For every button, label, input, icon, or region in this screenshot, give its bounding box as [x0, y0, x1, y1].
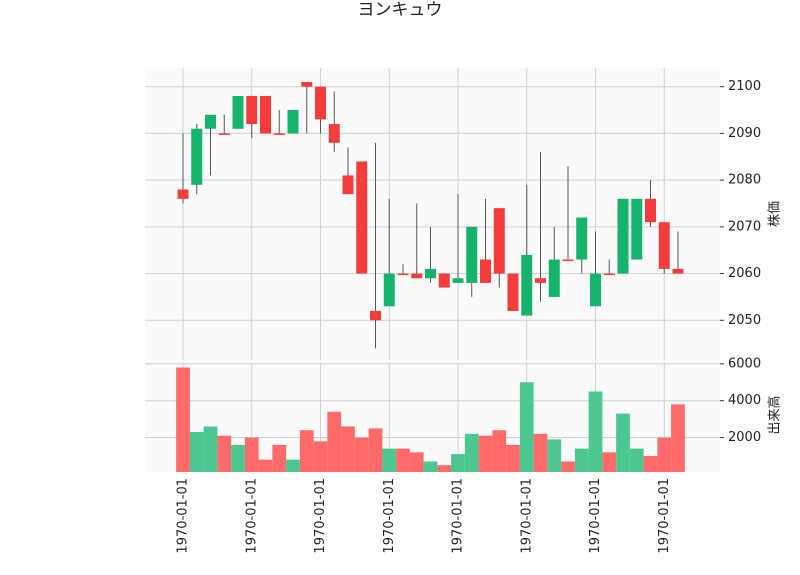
candle-body	[562, 259, 574, 262]
candle-body	[631, 198, 643, 260]
volume-bar	[629, 448, 644, 472]
candle-body	[535, 278, 546, 283]
candle-body	[548, 259, 560, 297]
candle-body	[425, 268, 436, 279]
y2-tick-label: 4000	[728, 393, 761, 408]
candle-body	[590, 273, 601, 307]
volume-bar	[272, 444, 287, 472]
y-tick-label: 2090	[728, 126, 761, 141]
volume-bar	[423, 461, 438, 472]
volume-bar	[313, 441, 328, 472]
candle-body	[645, 198, 656, 223]
volume-bar	[354, 437, 369, 472]
volume-bar	[451, 454, 465, 472]
candle-body	[260, 96, 271, 134]
candle-body	[507, 273, 519, 311]
volume-bar	[437, 465, 452, 472]
x-tick-label: 1970-01-01	[657, 478, 672, 554]
volume-bar	[561, 461, 575, 472]
y-tick-label: 2070	[728, 219, 761, 234]
volume-bar	[574, 448, 589, 472]
candle-body	[232, 96, 244, 129]
candle-body	[315, 86, 326, 120]
candle-body	[521, 254, 533, 316]
volume-bar	[657, 437, 672, 472]
volume-bar	[396, 448, 410, 472]
y-tick-label: 2080	[728, 173, 761, 188]
y2-tick-label: 6000	[728, 356, 761, 371]
candle-body	[356, 161, 368, 274]
volume-bar	[671, 404, 685, 472]
y2-axis-label: 出来高	[767, 395, 783, 434]
volume-bar	[602, 452, 617, 472]
volume-bar	[368, 428, 383, 472]
volume-bar	[506, 444, 520, 472]
volume-bar	[382, 448, 397, 472]
candle-body	[493, 208, 505, 274]
volume-bar	[299, 430, 314, 472]
volume-bar	[231, 444, 245, 472]
candle-body	[177, 189, 189, 199]
candle-body	[603, 273, 615, 276]
volume-bar	[217, 435, 232, 472]
volume-bar	[244, 437, 259, 472]
volume-bar	[258, 459, 273, 472]
candle-body	[287, 110, 299, 134]
candle-body	[383, 273, 395, 307]
candle-body	[617, 198, 629, 274]
volume-bar	[464, 433, 479, 472]
candle-body	[328, 124, 340, 143]
volume-bar	[643, 455, 658, 472]
x-tick-label: 1970-01-01	[176, 478, 191, 554]
x-tick-label: 1970-01-01	[244, 478, 259, 554]
volume-bar	[203, 426, 218, 472]
volume-bar	[616, 413, 630, 472]
candle-body	[452, 278, 464, 283]
candle-body	[480, 259, 491, 283]
candle-body	[397, 273, 409, 276]
candle-body	[370, 310, 381, 321]
candle-body	[466, 226, 478, 283]
candle-body	[301, 82, 313, 87]
volume-bar	[189, 432, 204, 472]
candle-body	[576, 217, 588, 260]
x-tick-label: 1970-01-01	[451, 478, 466, 554]
candle-body	[218, 133, 230, 135]
volume-bar	[409, 452, 424, 472]
candle-body	[191, 128, 203, 185]
candle-body	[205, 114, 216, 129]
x-tick-label: 1970-01-01	[382, 478, 397, 554]
volume-bar	[492, 430, 507, 472]
y-tick-label: 2100	[728, 79, 761, 94]
candle-body	[658, 222, 670, 269]
y-axis-label: 株価	[768, 201, 783, 227]
volume-bar	[286, 459, 300, 472]
candle-body	[438, 273, 450, 288]
candle-body	[411, 273, 423, 279]
x-tick-label: 1970-01-01	[588, 478, 603, 554]
volume-bar	[341, 426, 355, 472]
x-tick-label: 1970-01-01	[313, 478, 328, 554]
candle-body	[273, 133, 285, 135]
chart-title: ヨンキュウ	[358, 0, 443, 20]
y-tick-label: 2060	[728, 266, 761, 281]
volume-bar	[547, 439, 562, 472]
volume-bar	[533, 433, 548, 472]
y-tick-label: 2050	[728, 313, 761, 328]
volume-bar	[327, 411, 342, 472]
volume-bar	[478, 435, 493, 472]
x-tick-label: 1970-01-01	[519, 478, 534, 554]
candle-body	[246, 96, 258, 125]
volume-bar	[176, 367, 190, 472]
volume-bar	[519, 382, 534, 472]
candle-body	[342, 175, 354, 195]
volume-bar	[588, 391, 603, 472]
candle-body	[672, 268, 684, 274]
y2-tick-label: 2000	[728, 430, 761, 445]
